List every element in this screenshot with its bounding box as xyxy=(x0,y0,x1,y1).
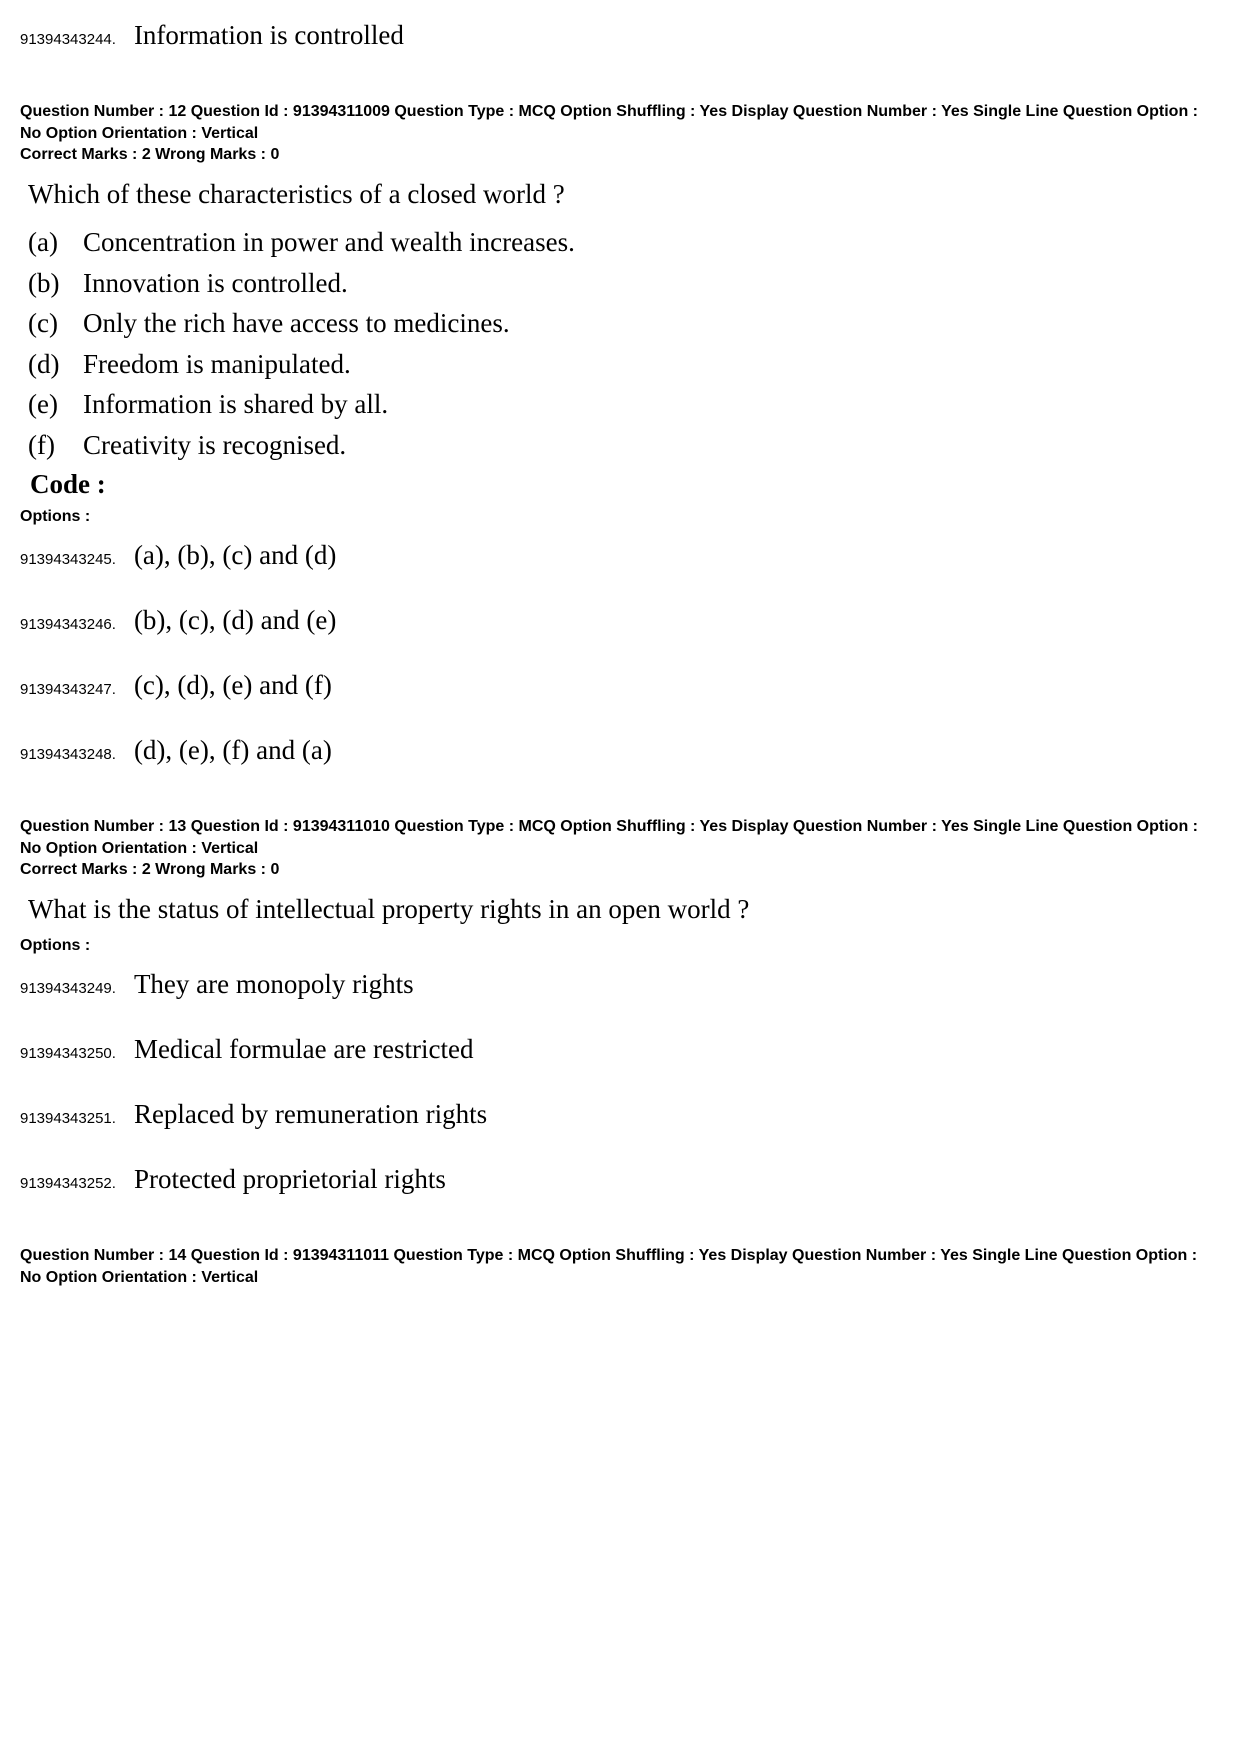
char-label: (e) xyxy=(28,384,83,425)
option-row[interactable]: 91394343248. (d), (e), (f) and (a) xyxy=(20,735,1220,766)
option-text: Information is controlled xyxy=(134,20,404,51)
meta-line: Question Number : 13 Question Id : 91394… xyxy=(20,816,1220,859)
option-id: 91394343244. xyxy=(20,31,116,48)
option-row[interactable]: 91394343250. Medical formulae are restri… xyxy=(20,1034,1220,1065)
question-meta: Question Number : 13 Question Id : 91394… xyxy=(20,816,1220,881)
option-text: (c), (d), (e) and (f) xyxy=(134,670,332,701)
char-item: (b) Innovation is controlled. xyxy=(28,263,1220,304)
characteristics-list: (a) Concentration in power and wealth in… xyxy=(28,222,1220,465)
option-id: 91394343245. xyxy=(20,551,116,568)
option-id: 91394343249. xyxy=(20,980,116,997)
options-heading: Options : xyxy=(20,508,1220,526)
char-text: Freedom is manipulated. xyxy=(83,344,351,385)
meta-line: Correct Marks : 2 Wrong Marks : 0 xyxy=(20,859,1220,881)
char-item: (e) Information is shared by all. xyxy=(28,384,1220,425)
option-row[interactable]: 91394343246. (b), (c), (d) and (e) xyxy=(20,605,1220,636)
option-row[interactable]: 91394343245. (a), (b), (c) and (d) xyxy=(20,540,1220,571)
option-id: 91394343250. xyxy=(20,1045,116,1062)
option-row[interactable]: 91394343247. (c), (d), (e) and (f) xyxy=(20,670,1220,701)
option-text: Protected proprietorial rights xyxy=(134,1164,446,1195)
meta-line: Correct Marks : 2 Wrong Marks : 0 xyxy=(20,144,1220,166)
char-item: (d) Freedom is manipulated. xyxy=(28,344,1220,385)
option-text: (a), (b), (c) and (d) xyxy=(134,540,336,571)
char-text: Only the rich have access to medicines. xyxy=(83,303,510,344)
question-12: Question Number : 12 Question Id : 91394… xyxy=(20,101,1220,766)
char-text: Innovation is controlled. xyxy=(83,263,348,304)
option-id: 91394343248. xyxy=(20,746,116,763)
char-label: (c) xyxy=(28,303,83,344)
option-row[interactable]: 91394343252. Protected proprietorial rig… xyxy=(20,1164,1220,1195)
meta-line: Question Number : 12 Question Id : 91394… xyxy=(20,101,1220,144)
option-id: 91394343251. xyxy=(20,1110,116,1127)
prev-option-row: 91394343244. Information is controlled xyxy=(20,20,1220,51)
char-text: Creativity is recognised. xyxy=(83,425,346,466)
char-item: (f) Creativity is recognised. xyxy=(28,425,1220,466)
char-item: (c) Only the rich have access to medicin… xyxy=(28,303,1220,344)
char-label: (d) xyxy=(28,344,83,385)
char-item: (a) Concentration in power and wealth in… xyxy=(28,222,1220,263)
option-id: 91394343246. xyxy=(20,616,116,633)
option-id: 91394343247. xyxy=(20,681,116,698)
question-stem: Which of these characteristics of a clos… xyxy=(28,176,1220,212)
question-13: Question Number : 13 Question Id : 91394… xyxy=(20,816,1220,1195)
option-text: Medical formulae are restricted xyxy=(134,1034,474,1065)
char-label: (a) xyxy=(28,222,83,263)
option-row[interactable]: 91394343251. Replaced by remuneration ri… xyxy=(20,1099,1220,1130)
char-text: Concentration in power and wealth increa… xyxy=(83,222,575,263)
char-label: (b) xyxy=(28,263,83,304)
question-meta: Question Number : 14 Question Id : 91394… xyxy=(20,1245,1220,1288)
char-text: Information is shared by all. xyxy=(83,384,388,425)
option-text: They are monopoly rights xyxy=(134,969,414,1000)
option-row[interactable]: 91394343249. They are monopoly rights xyxy=(20,969,1220,1000)
meta-line: Question Number : 14 Question Id : 91394… xyxy=(20,1245,1220,1288)
question-14: Question Number : 14 Question Id : 91394… xyxy=(20,1245,1220,1288)
option-text: (b), (c), (d) and (e) xyxy=(134,605,336,636)
question-meta: Question Number : 12 Question Id : 91394… xyxy=(20,101,1220,166)
options-heading: Options : xyxy=(20,937,1220,955)
option-text: (d), (e), (f) and (a) xyxy=(134,735,332,766)
option-id: 91394343252. xyxy=(20,1175,116,1192)
option-text: Replaced by remuneration rights xyxy=(134,1099,487,1130)
code-label: Code : xyxy=(30,469,1220,500)
char-label: (f) xyxy=(28,425,83,466)
question-stem: What is the status of intellectual prope… xyxy=(28,891,1220,927)
